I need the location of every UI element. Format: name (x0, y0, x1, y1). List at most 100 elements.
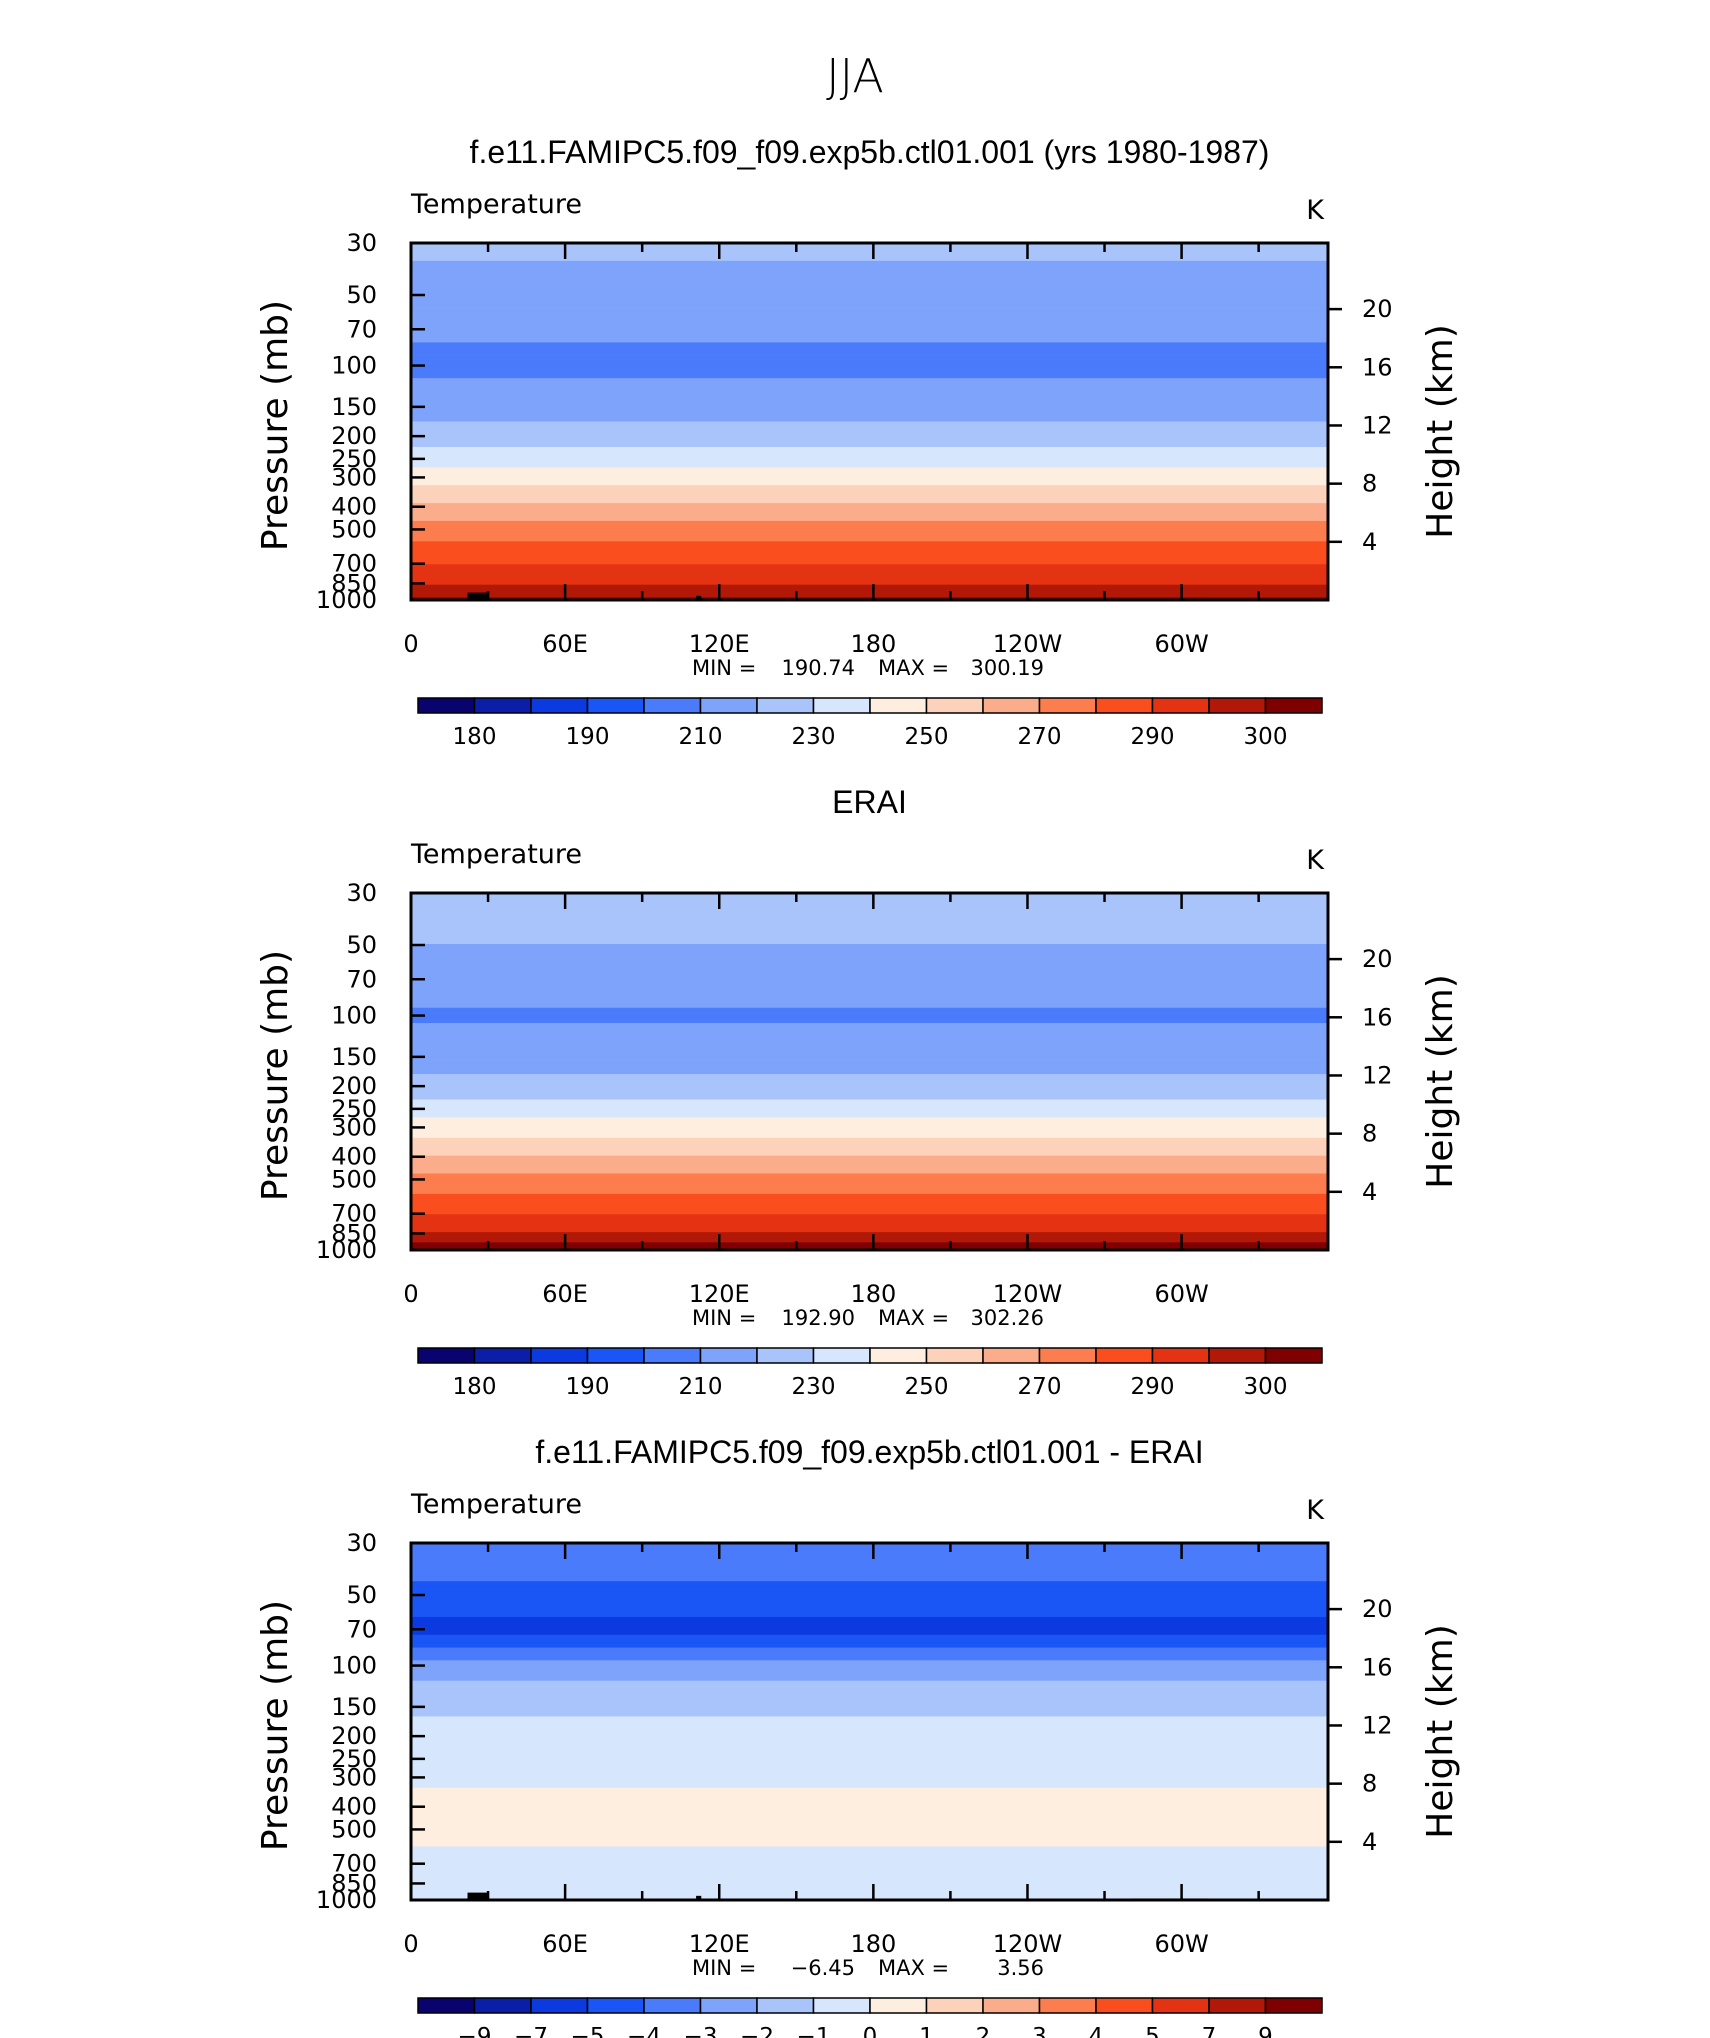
contour-band (411, 439, 1328, 443)
contour-band (411, 426, 1328, 430)
contour-band (411, 403, 1328, 407)
contour-band (411, 1112, 1328, 1116)
contour-band (411, 1017, 1328, 1022)
contour-band (411, 1787, 1328, 1791)
y-tick-label: 250 (331, 1095, 377, 1123)
y-tick-label: 150 (331, 1043, 377, 1071)
contour-band (411, 984, 1328, 988)
y-tick-label: 30 (346, 879, 377, 907)
contour-band (411, 1657, 1328, 1661)
colorbar-label: 190 (566, 724, 610, 750)
contour-band (411, 1193, 1328, 1198)
x-axis: 0 60E 120E 180 120W 60W (403, 243, 1260, 658)
contour-band (411, 1086, 1328, 1090)
contour-band (411, 1874, 1328, 1878)
contour-band (411, 263, 1328, 267)
contour-band (411, 974, 1328, 978)
y-right-tick-label: 16 (1362, 1003, 1393, 1031)
contour-band (411, 959, 1328, 963)
contour-band (411, 1051, 1328, 1055)
contour-band (411, 322, 1328, 326)
colorbar-swatch (869, 1347, 928, 1364)
contour-band (411, 1836, 1328, 1840)
contour-band (411, 1859, 1328, 1863)
y-tick-label: 70 (346, 965, 377, 993)
contour-band (411, 1594, 1328, 1598)
contour-band (411, 1109, 1328, 1113)
contour-band (411, 1634, 1328, 1638)
contour-band (411, 485, 1328, 489)
contour-band (411, 248, 1328, 252)
colorbar-swatch (756, 1997, 815, 2014)
units-label: K (1306, 845, 1325, 876)
contour-band (411, 304, 1328, 308)
contour-band (411, 1660, 1328, 1664)
contour-band (411, 574, 1328, 578)
contour-band (411, 1854, 1328, 1858)
contour-band (411, 1563, 1328, 1567)
contour-band (411, 533, 1328, 537)
contour-band (411, 1754, 1328, 1758)
contour-band (411, 1642, 1328, 1646)
contour-band (411, 1861, 1328, 1865)
y-tick-label: 400 (331, 1793, 377, 1821)
contour-band (411, 314, 1328, 318)
contour-band (411, 972, 1328, 976)
contour-band (411, 1191, 1328, 1195)
colorbar-swatch (982, 697, 1041, 714)
y-tick-label: 100 (331, 1652, 377, 1680)
contour-band (411, 1662, 1328, 1666)
contour-band (411, 1879, 1328, 1883)
contour-band (411, 1089, 1328, 1093)
colorbar-swatch (1038, 1997, 1097, 2014)
colorbar-swatch (925, 1347, 984, 1364)
min-max-readout: MIN = 190.74 MAX = 300.19 (692, 656, 1044, 680)
contour-band (411, 401, 1328, 405)
contour-band (411, 1242, 1328, 1246)
min-value: 190.74 (782, 656, 855, 680)
contour-band (411, 281, 1328, 285)
y-right-tick-label: 12 (1362, 1061, 1393, 1089)
contour-band (411, 283, 1328, 287)
contour-band (411, 564, 1328, 568)
contour-band (411, 329, 1328, 333)
contour-band (411, 1849, 1328, 1853)
chart-panel-2: ERAI Temperature K 0 60E 120E 180 120W 60W 30 50 70… (255, 784, 1461, 1400)
contour-band (411, 1181, 1328, 1185)
contour-band (411, 472, 1328, 476)
contour-band (411, 1040, 1328, 1045)
contour-band (411, 554, 1328, 558)
contour-band (411, 569, 1328, 573)
contour-band (411, 454, 1328, 458)
contour-band (411, 1688, 1328, 1692)
colorbar-swatch (869, 1997, 928, 2014)
contour-band (411, 337, 1328, 341)
contour-band (411, 1038, 1328, 1042)
plot-frame (409, 241, 1330, 602)
y-axis-right: 4 8 12 16 20 (1328, 295, 1393, 556)
contour-band (411, 296, 1328, 300)
contour-band (411, 992, 1328, 996)
contour-band (411, 271, 1328, 275)
figure-title: JJA (826, 49, 884, 103)
colorbar-swatch (473, 697, 532, 714)
colorbar-swatch (1095, 1997, 1154, 2014)
contour-band (411, 536, 1328, 540)
max-value: 302.26 (971, 1306, 1044, 1330)
contour-band (411, 1119, 1328, 1124)
contour-band (411, 1726, 1328, 1730)
contour-band (411, 1622, 1328, 1626)
colorbar-swatch (530, 697, 589, 714)
contour-band (411, 1153, 1328, 1157)
contour-band (411, 584, 1328, 588)
min-value: 192.90 (782, 1306, 855, 1330)
contour-band (411, 1163, 1328, 1167)
contour-band (411, 1856, 1328, 1860)
contour-band (411, 594, 1328, 599)
contour-band (411, 1596, 1328, 1600)
y-tick-label: 400 (331, 493, 377, 521)
contour-band (411, 350, 1328, 354)
contour-band (411, 250, 1328, 254)
colorbar-swatch (1264, 1347, 1323, 1364)
y-right-tick-label: 8 (1362, 1120, 1377, 1148)
